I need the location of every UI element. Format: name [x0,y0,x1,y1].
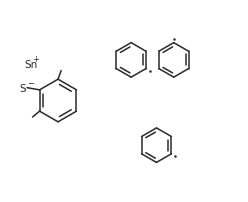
Text: Sn: Sn [24,60,37,70]
Text: −: − [27,78,34,87]
Text: S: S [20,83,26,93]
Text: +: + [32,55,39,64]
